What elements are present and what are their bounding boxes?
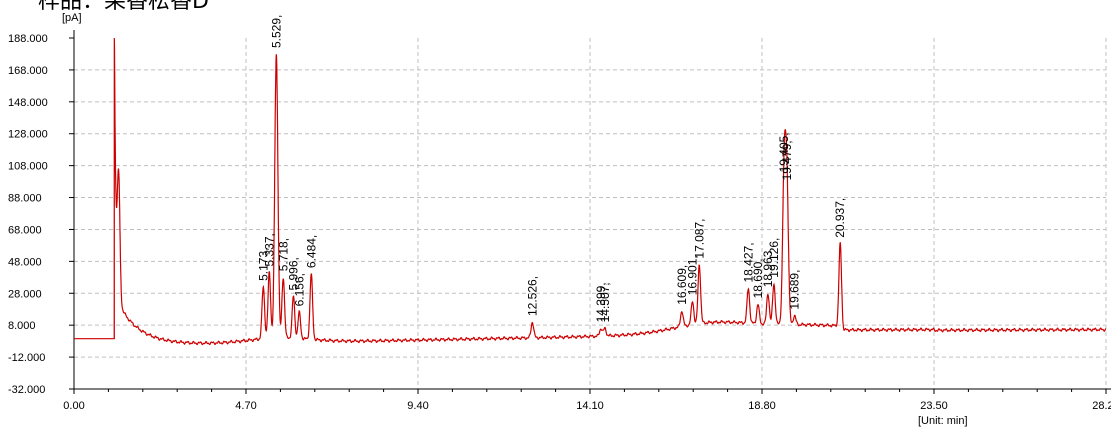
peak-label: 19.689, — [788, 270, 802, 310]
peak-label: 6.484, — [304, 235, 318, 268]
peak-label: 16.609, — [675, 265, 689, 305]
peak-label: 17.087, — [692, 219, 706, 259]
peak-label: 5.337, — [262, 233, 276, 266]
peak-label: 14.507, — [598, 282, 612, 322]
peak-label: 18.963, — [761, 247, 775, 287]
axes — [73, 30, 1111, 390]
y-tick-label: 8.000 — [8, 320, 36, 332]
peak-labels: 5.173,5.337, 5.529, 5.718,5.996,6.156, 6.48… — [256, 15, 847, 323]
peak-label: 5.996, — [286, 257, 300, 290]
y-tick-label: 68.000 — [8, 224, 42, 236]
x-tick-label: 18.80 — [748, 400, 776, 412]
y-axis-label: [pA] — [62, 12, 82, 24]
peak-label: 19.479, — [780, 140, 794, 180]
y-tick-label: 108.000 — [8, 161, 48, 173]
x-tick-label: 0.00 — [63, 400, 84, 412]
peak-label: 18.690, — [751, 258, 765, 298]
y-tick-label: 148.000 — [8, 97, 48, 109]
y-tick-label: 28.000 — [8, 288, 42, 300]
peak-label: 14.399, — [594, 282, 608, 322]
y-tick-labels: 188.000 168.000 148.000 128.000 108.000 88.00… — [8, 33, 74, 396]
y-tick-label: 168.000 — [8, 65, 48, 77]
peak-label: 12.526, — [525, 276, 539, 316]
x-tick-label: 14.10 — [576, 400, 604, 412]
y-tick-label: 48.000 — [8, 256, 42, 268]
x-tick-label: 4.70 — [235, 400, 256, 412]
peak-label: 20.937, — [833, 198, 847, 238]
peak-label: 19.126, — [767, 238, 781, 278]
peak-label: 5.529, — [269, 15, 283, 48]
y-tick-label: 128.000 — [8, 129, 48, 141]
peak-label: 18.427, — [741, 242, 755, 282]
x-tick-label: 28.20 — [1092, 400, 1111, 412]
grid-lines — [74, 38, 1107, 389]
x-axis-label: [Unit: min] — [918, 415, 968, 427]
peak-label: 16.901, — [686, 255, 700, 295]
y-tick-label: -12.000 — [8, 352, 45, 364]
peak-label: 19.405, — [777, 132, 791, 172]
peak-label: 5.718, — [276, 238, 290, 271]
sample-title: 样品：果香松香D — [38, 0, 209, 14]
chromatogram-trace — [74, 37, 1107, 346]
peak-label: 5.173, — [256, 248, 270, 281]
y-tick-label: -32.000 — [8, 384, 45, 396]
x-tick-label: 9.40 — [407, 400, 428, 412]
y-tick-label: 88.000 — [8, 193, 42, 205]
x-tick-labels: 0.00 4.70 9.40 14.10 18.80 23.50 28.20 — [63, 389, 1111, 412]
peak-label: 6.156, — [292, 273, 306, 306]
y-tick-label: 188.000 — [8, 33, 48, 45]
x-tick-label: 23.50 — [920, 400, 948, 412]
